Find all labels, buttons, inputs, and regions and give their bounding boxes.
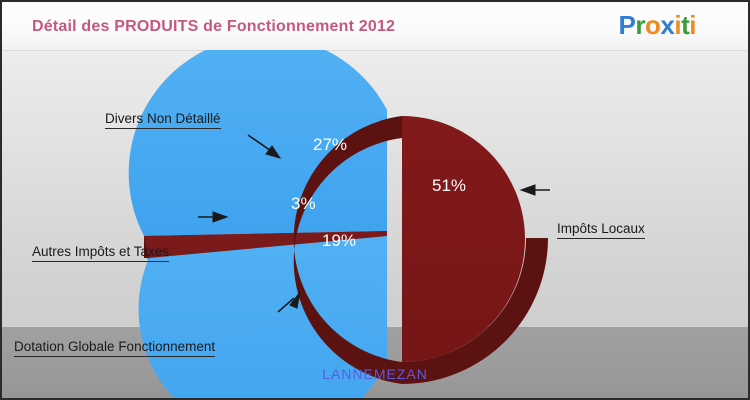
pct-label-divers: 27% (313, 135, 348, 154)
logo-letter-t: t (681, 10, 690, 40)
callout-dotation-globale-fonctionnement: Dotation Globale Fonctionnement (14, 339, 216, 357)
callout-arrows (198, 134, 550, 313)
slice-divers-non-detaille (128, 50, 387, 236)
slice-autres-impots-et-taxes-body (144, 231, 387, 258)
slice-depth-impots-arc (402, 238, 548, 384)
arrow-head-divers (265, 145, 282, 159)
logo-letter-i-first: i (674, 10, 682, 40)
logo-letter-o: o (645, 10, 661, 40)
pie-exploded-impots-locaux (293, 116, 548, 384)
header-band: Détail des PRODUITS de Fonctionnement 20… (2, 2, 748, 51)
pct-label-autres: 3% (291, 194, 316, 213)
logo-letter-r: r (635, 10, 645, 40)
slice-impots-locaux (402, 116, 525, 362)
logo-letter-p: P (618, 10, 636, 40)
arrow-line-dotation (277, 297, 295, 313)
proxiti-logo: Proxiti (618, 10, 697, 40)
arrow-head-dotation (289, 291, 301, 309)
slice-dotation-globale-fonctionnement (138, 236, 387, 398)
slice-depth-impots-left (293, 116, 402, 384)
arrow-head-autres (212, 211, 229, 223)
logo-letter-i-second: i (689, 10, 696, 40)
chart-stage: 27% 3% 19% 51% Divers Non Détaillé Autre… (2, 50, 748, 398)
pie-left-group-top (128, 50, 387, 398)
pct-label-impots: 51% (432, 176, 467, 195)
pie-chart (128, 50, 550, 398)
pct-label-dotation: 19% (322, 231, 357, 250)
logo-letter-x: x (660, 10, 675, 40)
arrow-head-impots (519, 184, 536, 196)
city-name: LANNEMEZAN (322, 366, 428, 382)
page-title: Détail des PRODUITS de Fonctionnement 20… (32, 18, 396, 35)
callout-divers-non-detaille: Divers Non Détaillé (105, 111, 221, 129)
callout-impots-locaux: Impôts Locaux (557, 221, 645, 239)
callout-autres-impots-et-taxes: Autres Impôts et Taxes (32, 244, 170, 262)
